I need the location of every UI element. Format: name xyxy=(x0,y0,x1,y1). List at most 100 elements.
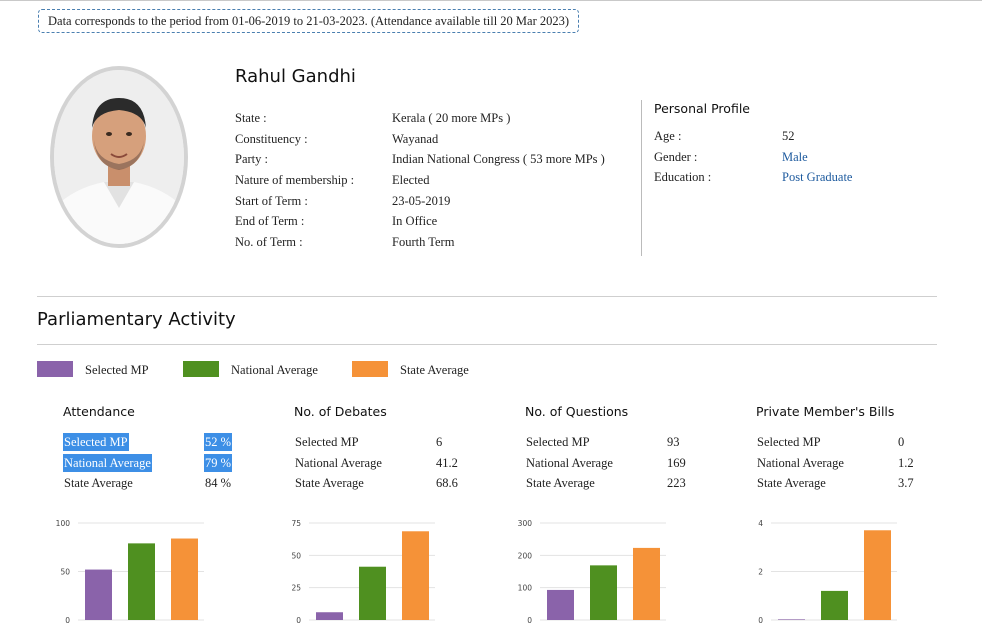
legend-label: National Average xyxy=(231,363,318,377)
top-border xyxy=(0,0,982,1)
metric-value: 0 xyxy=(898,435,905,449)
y-tick-label: 0 xyxy=(758,616,763,625)
y-tick-label: 50 xyxy=(60,568,70,577)
metric-label: National Average xyxy=(526,455,613,470)
bar-chart-svg: 0 100 200 300 xyxy=(518,519,666,625)
legend-label: Selected MP xyxy=(85,363,149,377)
y-tick-label: 4 xyxy=(758,519,763,528)
detail-value: In Office xyxy=(392,214,438,229)
metric-row: Selected MP 52 % xyxy=(63,433,253,454)
metric-row: Selected MP 0 xyxy=(756,433,946,454)
metric-row: State Average 84 % xyxy=(63,474,253,495)
y-tick-label: 2 xyxy=(758,568,763,577)
mp-name: Rahul Gandhi xyxy=(235,66,356,87)
metric-value: 79 % xyxy=(204,453,233,472)
metric-row: State Average 68.6 xyxy=(294,474,484,495)
metric-row: National Average 169 xyxy=(525,454,715,475)
profile-value-link[interactable]: Male xyxy=(782,149,808,164)
y-tick-label: 0 xyxy=(527,616,532,625)
metric-value: 3.7 xyxy=(898,476,914,491)
metric-label: State Average xyxy=(64,476,133,491)
bar-chart: 0 50 100 xyxy=(52,514,282,635)
bar-chart: 0 100 200 300 xyxy=(514,514,744,635)
profile-value: 52 xyxy=(782,129,795,143)
legend-swatch xyxy=(183,361,219,377)
legend-label: State Average xyxy=(400,363,469,377)
bar-selected-mp xyxy=(85,569,112,620)
bar-chart: 0 2 4 xyxy=(745,514,975,635)
detail-label: Start of Term : xyxy=(235,193,308,208)
bar-national-average xyxy=(359,566,386,620)
metric-rows: Selected MP 0 National Average 1.2 State Ave… xyxy=(756,433,946,495)
metric-label: Selected MP xyxy=(757,435,821,449)
metric-value: 169 xyxy=(667,455,686,470)
y-tick-label: 25 xyxy=(291,584,301,593)
detail-value: Elected xyxy=(392,173,430,188)
data-period-notice: Data corresponds to the period from 01-0… xyxy=(38,9,580,33)
metric-label: National Average xyxy=(63,453,152,472)
metric-value: 223 xyxy=(667,476,686,491)
mp-portrait-image xyxy=(54,70,184,244)
y-tick-label: 50 xyxy=(291,551,301,560)
y-tick-label: 300 xyxy=(518,519,533,528)
bar-selected-mp xyxy=(547,589,574,620)
y-tick-label: 200 xyxy=(518,551,533,560)
metric-rows: Selected MP 93 National Average 169 State Av… xyxy=(525,433,715,495)
profile-label: Age : xyxy=(654,129,682,143)
metric-row: National Average 79 % xyxy=(63,453,253,475)
y-tick-label: 100 xyxy=(518,584,533,593)
metric-column: Private Member's Bills Selected MP 0 Nation… xyxy=(756,404,946,495)
vertical-divider xyxy=(641,100,642,256)
personal-profile-title: Personal Profile xyxy=(654,101,750,116)
metric-row: Selected MP 93 xyxy=(525,433,715,454)
metric-rows: Selected MP 52 % National Average 79 % State… xyxy=(63,433,253,495)
bar-national-average xyxy=(590,565,617,620)
detail-value: 23-05-2019 xyxy=(392,193,451,208)
metric-value: 41.2 xyxy=(436,455,458,470)
bar-chart-svg: 0 25 50 75 xyxy=(291,519,435,625)
detail-value-link[interactable]: Kerala ( 20 more MPs ) xyxy=(392,111,511,125)
metric-label: Selected MP xyxy=(295,435,359,449)
detail-label: No. of Term : xyxy=(235,235,303,250)
metric-row: Selected MP 6 xyxy=(294,433,484,454)
metric-label: State Average xyxy=(526,476,595,491)
divider-top xyxy=(37,296,937,297)
metric-title: No. of Questions xyxy=(525,404,629,419)
section-title: Parliamentary Activity xyxy=(37,309,236,330)
detail-label: Constituency : xyxy=(235,131,308,146)
legend-swatch xyxy=(37,361,73,377)
bar-state-average xyxy=(864,530,891,620)
metric-rows: Selected MP 6 National Average 41.2 State Av… xyxy=(294,433,484,495)
bar-chart-svg: 0 2 4 xyxy=(758,519,897,625)
metric-value: 52 % xyxy=(204,433,233,451)
legend-swatch xyxy=(352,361,388,377)
metric-row: National Average 1.2 xyxy=(756,454,946,475)
profile-label: Gender : xyxy=(654,149,698,164)
metric-label: State Average xyxy=(295,476,364,491)
metric-title: No. of Debates xyxy=(294,404,387,419)
detail-label: Nature of membership : xyxy=(235,173,355,188)
metric-value: 1.2 xyxy=(898,455,914,470)
detail-value: Wayanad xyxy=(392,131,439,146)
bar-national-average xyxy=(128,543,155,620)
metric-row: National Average 41.2 xyxy=(294,454,484,475)
detail-value-link[interactable]: Indian National Congress ( 53 more MPs ) xyxy=(392,152,605,167)
bar-selected-mp xyxy=(316,612,343,620)
metric-value: 68.6 xyxy=(436,476,458,491)
metric-label: State Average xyxy=(757,476,826,491)
metric-column: No. of Questions Selected MP 93 National Av… xyxy=(525,404,715,495)
bar-selected-mp xyxy=(778,619,805,620)
divider-bottom xyxy=(37,344,937,345)
bar-chart-svg: 0 50 100 xyxy=(56,519,204,625)
bar-state-average xyxy=(171,538,198,620)
metric-row: State Average 3.7 xyxy=(756,474,946,495)
metric-title: Private Member's Bills xyxy=(756,404,895,419)
metric-label: National Average xyxy=(757,455,844,470)
profile-value-link[interactable]: Post Graduate xyxy=(782,170,853,185)
metric-title: Attendance xyxy=(63,404,135,419)
bar-national-average xyxy=(821,590,848,620)
bar-state-average xyxy=(402,531,429,620)
y-tick-label: 0 xyxy=(65,616,70,625)
bar-chart: 0 25 50 75 xyxy=(283,514,513,635)
metric-value: 93 xyxy=(667,435,680,449)
